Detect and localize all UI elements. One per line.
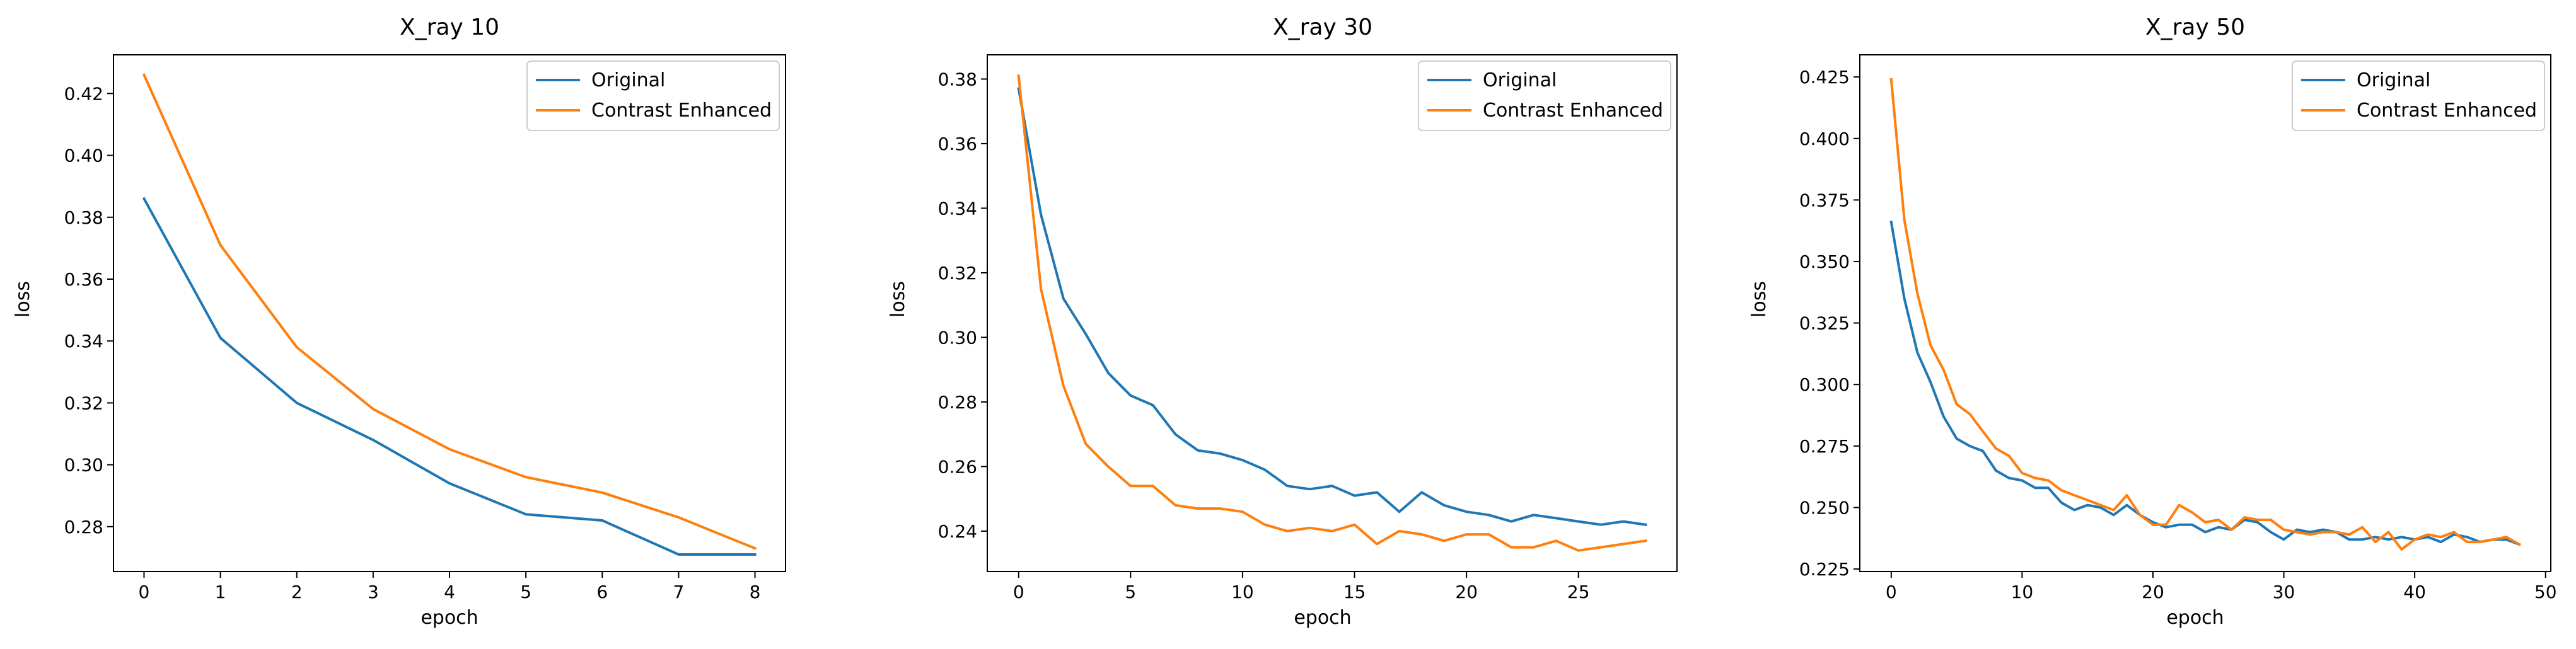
subplot-2: X_ray 30 epoch loss 0 5 10 15 20 25 0.24 0.26 0.… <box>887 14 1678 629</box>
legend-label-contrast-enhanced: Contrast Enhanced <box>2357 100 2537 122</box>
legend-box <box>2292 60 2545 131</box>
y-tick-label: 0.32 <box>938 263 977 284</box>
series-line-original <box>1017 87 1647 526</box>
x-tick-label: 2 <box>291 582 303 602</box>
y-tick-label: 0.30 <box>938 327 977 348</box>
y-tick-label: 0.28 <box>938 392 977 413</box>
y-tick-label: 0.30 <box>64 455 103 476</box>
x-tick-label: 5 <box>520 582 531 602</box>
y-tick-label: 0.36 <box>938 134 977 154</box>
subplot-2-title: X_ray 30 <box>1273 14 1372 40</box>
subplot-3-plot: 0 10 20 30 40 50 0.225 0.250 0.275 0.300 0.325 0.35… <box>1799 54 2557 602</box>
subplot-1-title: X_ray 10 <box>400 14 499 40</box>
y-tick-label: 0.34 <box>64 331 103 352</box>
y-tick-label: 0.325 <box>1799 313 1850 334</box>
subplot-3: X_ray 50 epoch loss 0 10 20 30 40 50 0.225 0.25… <box>1748 14 2557 629</box>
legend: Original Contrast Enhanced <box>2292 60 2545 131</box>
legend-label-original: Original <box>1483 69 1557 91</box>
legend-label-contrast-enhanced: Contrast Enhanced <box>1483 100 1663 122</box>
x-tick-label: 30 <box>2273 582 2295 602</box>
series-line-original <box>1889 221 2521 546</box>
y-tick-label: 0.275 <box>1799 436 1850 457</box>
x-tick-label: 6 <box>596 582 608 602</box>
y-tick-label: 0.36 <box>64 269 103 290</box>
subplot-3-ylabel: loss <box>1748 281 1770 318</box>
subplot-2-xlabel: epoch <box>1294 607 1351 629</box>
subplot-1-xlabel: epoch <box>421 607 478 629</box>
x-tick-label: 20 <box>1455 582 1478 602</box>
x-tick-label: 15 <box>1343 582 1366 602</box>
series-line-contrast-enhanced <box>1889 78 2521 551</box>
subplot-1: X_ray 10 epoch loss 0 1 2 3 4 5 6 7 8 0.28 0.30 0.3… <box>12 14 786 629</box>
legend-label-original: Original <box>2357 69 2430 91</box>
subplot-2-plot: 0 5 10 15 20 25 0.24 0.26 0.28 0.30 0.32 0.34 0.36 0.… <box>938 54 1678 602</box>
y-tick-label: 0.350 <box>1799 251 1850 272</box>
axes-frame <box>113 54 786 572</box>
y-tick-label: 0.225 <box>1799 559 1850 580</box>
x-tick-label: 10 <box>2011 582 2034 602</box>
series-line-original <box>142 197 757 556</box>
y-tick-label: 0.38 <box>938 69 977 89</box>
y-tick-label: 0.400 <box>1799 129 1850 149</box>
y-tick-label: 0.26 <box>938 456 977 477</box>
series-line-contrast-enhanced <box>1017 74 1647 552</box>
y-tick-label: 0.28 <box>64 517 103 537</box>
subplot-2-ylabel: loss <box>887 281 909 318</box>
subplot-1-plot: 0 1 2 3 4 5 6 7 8 0.28 0.30 0.32 0.34 0.36 0.38 0.40 0.4… <box>64 54 786 602</box>
x-tick-label: 7 <box>673 582 684 602</box>
subplot-1-ylabel: loss <box>12 281 34 318</box>
x-tick-label: 0 <box>139 582 150 602</box>
legend: Original Contrast Enhanced <box>1418 60 1671 131</box>
subplot-3-xlabel: epoch <box>2166 607 2224 629</box>
y-tick-label: 0.32 <box>64 393 103 413</box>
subplot-3-title: X_ray 50 <box>2145 14 2245 40</box>
x-tick-label: 4 <box>444 582 455 602</box>
y-tick-label: 0.42 <box>64 83 103 104</box>
x-tick-label: 5 <box>1125 582 1136 602</box>
x-tick-label: 25 <box>1567 582 1590 602</box>
axes-frame <box>987 54 1678 572</box>
x-tick-label: 8 <box>750 582 761 602</box>
x-tick-label: 0 <box>1886 582 1897 602</box>
series-line-contrast-enhanced <box>142 73 757 550</box>
x-tick-label: 20 <box>2142 582 2164 602</box>
y-tick-label: 0.38 <box>64 207 103 228</box>
x-tick-label: 50 <box>2534 582 2557 602</box>
x-tick-label: 10 <box>1231 582 1254 602</box>
legend-label-contrast-enhanced: Contrast Enhanced <box>591 100 772 122</box>
legend-label-original: Original <box>591 69 665 91</box>
y-tick-label: 0.250 <box>1799 497 1850 518</box>
y-tick-label: 0.40 <box>64 146 103 166</box>
y-tick-label: 0.375 <box>1799 190 1850 210</box>
legend-box <box>1418 60 1671 131</box>
x-tick-label: 40 <box>2403 582 2426 602</box>
x-tick-label: 1 <box>215 582 226 602</box>
x-tick-label: 3 <box>368 582 379 602</box>
x-tick-label: 0 <box>1013 582 1024 602</box>
y-tick-label: 0.425 <box>1799 67 1850 88</box>
y-tick-label: 0.34 <box>938 198 977 219</box>
legend-box <box>526 60 780 131</box>
legend: Original Contrast Enhanced <box>526 60 780 131</box>
y-tick-label: 0.300 <box>1799 374 1850 395</box>
axes-frame <box>1859 54 2551 572</box>
y-tick-label: 0.24 <box>938 521 977 542</box>
